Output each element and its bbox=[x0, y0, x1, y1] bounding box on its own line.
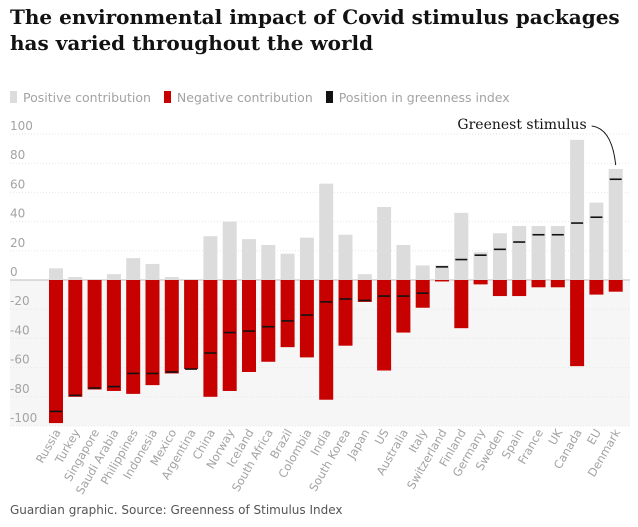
positive-bar bbox=[512, 225, 527, 280]
negative-bar bbox=[184, 280, 199, 370]
y-tick-label: 80 bbox=[10, 148, 25, 162]
negative-bar bbox=[435, 280, 449, 282]
positive-bar bbox=[357, 274, 372, 280]
positive-bar bbox=[242, 239, 256, 280]
negative-bar bbox=[242, 280, 256, 372]
negative-bar bbox=[87, 280, 102, 390]
negative-bar bbox=[492, 280, 507, 297]
y-tick-label: 0 bbox=[10, 265, 18, 279]
negative-bar bbox=[319, 280, 334, 400]
negative-bar bbox=[280, 280, 295, 348]
bar-chart: 100806040200-20-40-60-80-100RussiaTurkey… bbox=[10, 117, 630, 497]
legend-swatch-position bbox=[325, 91, 333, 103]
positive-bar bbox=[454, 212, 469, 280]
positive-bar bbox=[531, 225, 546, 280]
legend-item-position: Position in greenness index bbox=[325, 89, 510, 105]
positive-bar bbox=[280, 253, 295, 280]
positive-bar bbox=[164, 277, 179, 280]
negative-bar bbox=[222, 280, 237, 391]
positive-bar bbox=[126, 258, 141, 280]
positive-bar bbox=[415, 265, 430, 280]
positive-bar bbox=[473, 252, 488, 280]
positive-bar bbox=[106, 274, 121, 280]
y-tick-label: -60 bbox=[10, 353, 30, 367]
negative-bar bbox=[377, 280, 392, 371]
chart-title: The environmental impact of Covid stimul… bbox=[10, 5, 620, 55]
legend-label-position: Position in greenness index bbox=[338, 89, 510, 105]
negative-bar bbox=[512, 280, 527, 297]
legend-item-positive: Positive contribution bbox=[10, 90, 151, 105]
positive-bar bbox=[608, 169, 623, 280]
negative-bar bbox=[531, 280, 546, 288]
negative-bar bbox=[589, 280, 604, 295]
positive-bar bbox=[222, 221, 237, 280]
negative-bar bbox=[261, 280, 276, 362]
source-footer: Guardian graphic. Source: Greenness of S… bbox=[10, 503, 343, 517]
negative-bar bbox=[338, 280, 353, 346]
negative-bar bbox=[396, 280, 411, 333]
y-tick-label: -100 bbox=[10, 411, 37, 425]
positive-bar bbox=[68, 277, 83, 280]
negative-bar bbox=[570, 280, 585, 367]
negative-bar bbox=[106, 280, 121, 391]
positive-bar bbox=[319, 183, 334, 280]
legend-label-negative: Negative contribution bbox=[176, 89, 313, 105]
legend-item-negative: Negative contribution bbox=[163, 89, 313, 105]
legend: Positive contribution Negative contribut… bbox=[10, 88, 523, 106]
negative-bar bbox=[49, 280, 63, 424]
positive-bar bbox=[203, 236, 218, 280]
category-label: US bbox=[372, 427, 392, 448]
legend-swatch-positive bbox=[10, 91, 17, 103]
positive-bar bbox=[49, 268, 63, 280]
negative-bar bbox=[550, 280, 565, 288]
y-tick-label: -40 bbox=[10, 323, 30, 337]
legend-swatch-negative bbox=[163, 91, 171, 103]
annotation-label: Greenest stimulus bbox=[457, 117, 586, 133]
positive-bar bbox=[338, 234, 353, 280]
y-tick-label: -20 bbox=[10, 294, 30, 308]
negative-bar bbox=[357, 280, 372, 302]
legend-label-positive: Positive contribution bbox=[23, 89, 151, 105]
positive-bar bbox=[377, 207, 392, 280]
annotation-pointer bbox=[591, 125, 617, 166]
negative-bar bbox=[203, 280, 218, 397]
positive-bar bbox=[299, 237, 314, 280]
category-label: EU bbox=[584, 427, 604, 448]
negative-bar bbox=[126, 280, 141, 394]
positive-bar bbox=[435, 265, 449, 280]
positive-bar bbox=[396, 244, 411, 280]
y-tick-label: -80 bbox=[10, 382, 30, 396]
positive-bar bbox=[492, 233, 507, 280]
positive-bar bbox=[550, 225, 565, 280]
negative-bar bbox=[145, 280, 160, 386]
y-tick-label: 40 bbox=[10, 207, 25, 221]
positive-bar bbox=[589, 202, 604, 280]
negative-bar bbox=[68, 280, 83, 397]
y-tick-label: 60 bbox=[10, 177, 25, 191]
positive-bar bbox=[261, 244, 276, 280]
negative-bar bbox=[454, 280, 469, 329]
positive-bar bbox=[570, 139, 585, 280]
negative-bar bbox=[299, 280, 314, 358]
y-tick-label: 100 bbox=[10, 119, 33, 133]
negative-bar bbox=[164, 280, 179, 374]
positive-bar bbox=[145, 263, 160, 280]
negative-bar bbox=[473, 280, 488, 285]
y-tick-label: 20 bbox=[10, 236, 25, 250]
negative-bar bbox=[608, 280, 623, 292]
